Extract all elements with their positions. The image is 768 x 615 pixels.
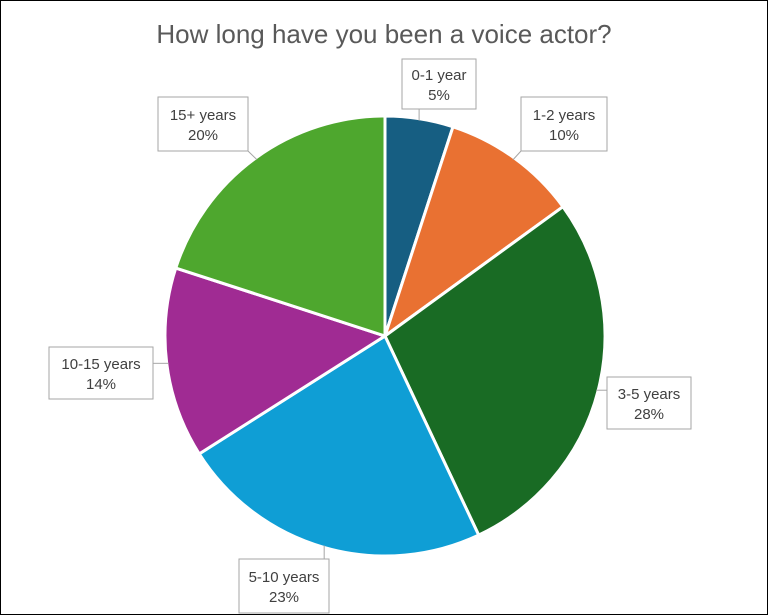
data-label-value: 28% (634, 406, 664, 423)
pie-slice-5-10-years (197, 334, 481, 558)
slice-labels: 0-1 year 5% 1-2 years 10% 3-5 years 28% 5-10 y… (48, 58, 692, 614)
data-label-value: 20% (188, 127, 218, 144)
data-label-box (401, 58, 477, 110)
data-label-category: 1-2 years (533, 107, 596, 124)
data-label-value: 10% (549, 127, 579, 144)
chart-title: How long have you been a voice actor? (156, 19, 612, 49)
data-label-box (157, 96, 249, 152)
data-label-value: 14% (86, 376, 116, 393)
leader-line (512, 150, 522, 160)
data-label-box (48, 346, 154, 400)
pie-slices (163, 114, 607, 558)
leader-line (247, 150, 258, 160)
data-label-box (238, 558, 330, 614)
data-label-value: 5% (428, 87, 450, 104)
data-label-category: 5-10 years (249, 569, 320, 586)
data-label-category: 0-1 year (411, 67, 466, 84)
data-label-box (606, 376, 692, 430)
data-label-category: 15+ years (170, 107, 236, 124)
data-label-category: 10-15 years (61, 356, 140, 373)
data-label-box (520, 96, 608, 152)
data-label-category: 3-5 years (618, 386, 681, 403)
data-label-value: 23% (269, 589, 299, 606)
